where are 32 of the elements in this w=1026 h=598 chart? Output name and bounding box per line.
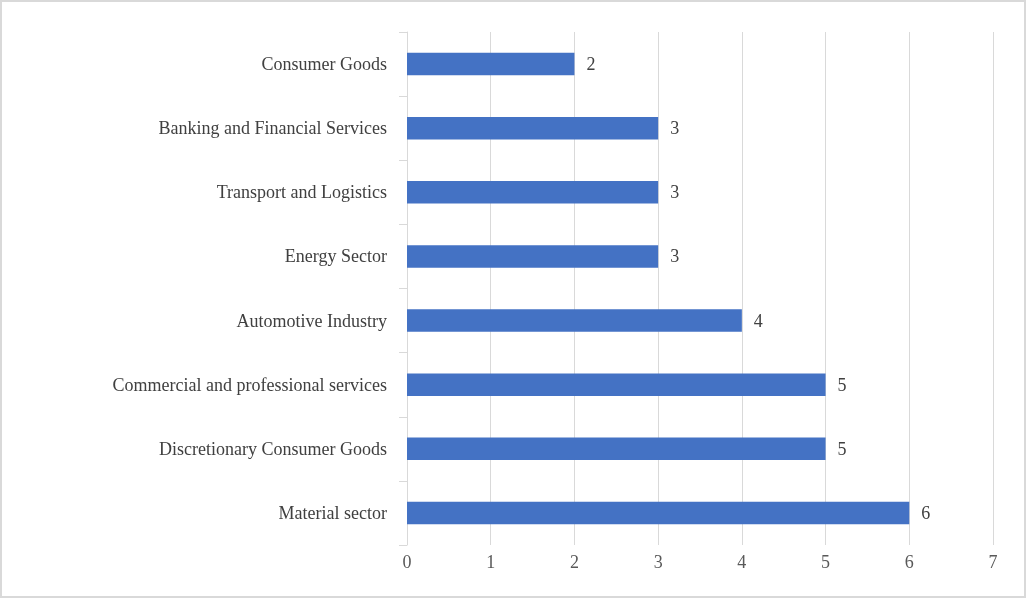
x-tick-label: 0 (402, 552, 412, 572)
y-tick-label: Automotive Industry (236, 310, 387, 331)
bar (407, 181, 659, 204)
y-tick-label: Energy Sector (284, 246, 387, 267)
y-tick-label: Commercial and professional services (112, 374, 387, 395)
x-tick-label: 7 (988, 552, 998, 572)
y-tick-label: Material sector (278, 502, 387, 523)
y-tick-label: Banking and Financial Services (158, 118, 387, 139)
bar (407, 116, 659, 140)
x-tick-label: 6 (904, 552, 914, 572)
bar (407, 437, 826, 461)
bar (407, 373, 826, 396)
data-label: 3 (670, 118, 680, 139)
bar (407, 309, 742, 332)
bar (407, 52, 575, 76)
data-label: 2 (586, 54, 596, 75)
data-label: 3 (670, 182, 680, 203)
data-label: 5 (837, 374, 847, 395)
y-tick-label: Transport and Logistics (216, 182, 387, 203)
bar (407, 501, 910, 525)
data-label: 3 (670, 246, 680, 267)
bar (407, 245, 659, 268)
y-tick-label: Discretionary Consumer Goods (159, 438, 387, 459)
data-label: 6 (921, 502, 931, 523)
data-label: 4 (753, 310, 763, 331)
data-label: 5 (837, 438, 847, 459)
x-tick-label: 1 (486, 552, 496, 572)
x-tick-label: 5 (821, 552, 831, 572)
x-tick-label: 3 (653, 552, 663, 572)
x-tick-label: 2 (569, 552, 579, 572)
y-tick-label: Consumer Goods (261, 54, 387, 75)
x-tick-label: 4 (737, 552, 747, 572)
